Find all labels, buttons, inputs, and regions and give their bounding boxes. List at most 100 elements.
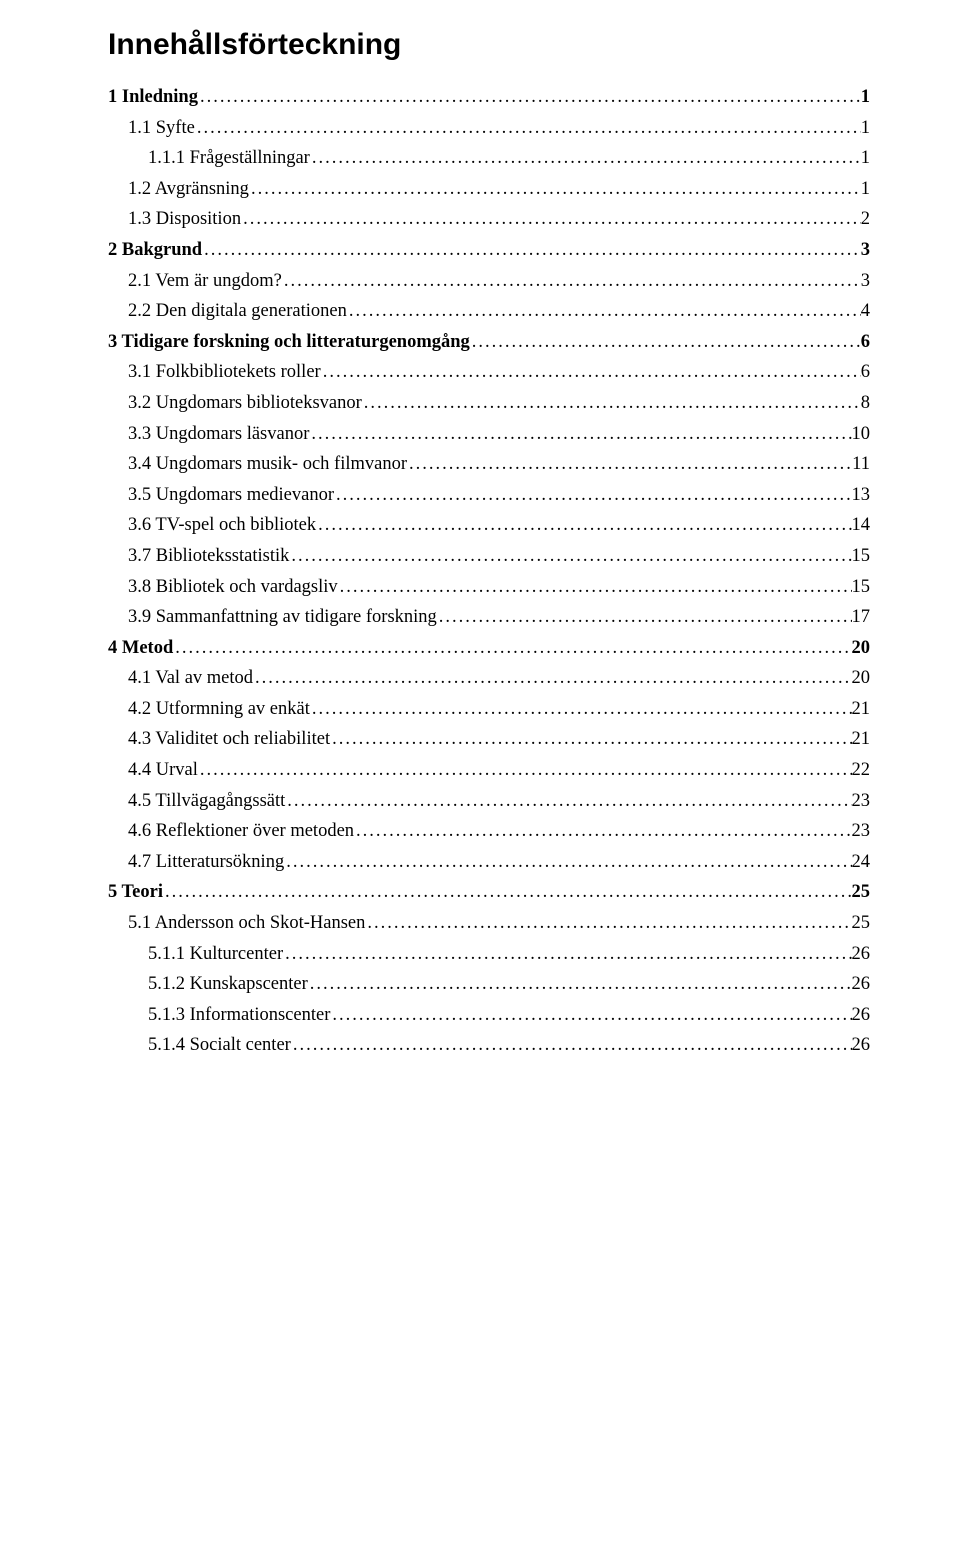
toc-entry-label: 1.3 Disposition — [108, 210, 241, 229]
toc-leader-dots — [198, 761, 852, 780]
toc-entry-label: 3.9 Sammanfattning av tidigare forskning — [108, 608, 437, 627]
toc-entry-page: 1 — [861, 119, 870, 138]
toc-leader-dots — [308, 975, 852, 994]
toc-leader-dots — [362, 394, 861, 413]
toc-entry: 4.7 Litteratursökning 24 — [108, 853, 870, 872]
toc-entry-label: 5.1 Andersson och Skot-Hansen — [108, 914, 365, 933]
toc-entry-page: 1 — [861, 88, 870, 107]
toc-entry-page: 6 — [861, 363, 870, 382]
toc-entry-page: 26 — [852, 1036, 871, 1055]
toc-entry-label: 4.7 Litteratursökning — [108, 853, 284, 872]
toc-leader-dots — [195, 119, 861, 138]
toc-entry: 3.6 TV-spel och bibliotek 14 — [108, 516, 870, 535]
toc-entry-page: 17 — [852, 608, 871, 627]
toc-leader-dots — [284, 853, 851, 872]
toc-entry: 3.2 Ungdomars biblioteksvanor8 — [108, 394, 870, 413]
toc-leader-dots — [316, 516, 851, 535]
toc-entry-label: 2 Bakgrund — [108, 241, 202, 260]
toc-entry-label: 3.1 Folkbibliotekets roller — [108, 363, 321, 382]
toc-entry: 3.4 Ungdomars musik- och filmvanor11 — [108, 455, 870, 474]
toc-entry-page: 3 — [861, 241, 870, 260]
toc-entry-page: 20 — [852, 639, 871, 658]
toc-entry: 1 Inledning1 — [108, 88, 870, 107]
toc-entry-page: 15 — [852, 578, 871, 597]
toc-entry: 5 Teori25 — [108, 883, 870, 902]
toc-entry-label: 3.4 Ungdomars musik- och filmvanor — [108, 455, 407, 474]
toc-leader-dots — [338, 578, 852, 597]
toc-entry-page: 15 — [852, 547, 871, 566]
toc-entry-page: 3 — [861, 272, 870, 291]
toc-entry-page: 6 — [861, 333, 870, 352]
toc-entry-page: 25 — [852, 914, 871, 933]
toc-entry: 5.1.4 Socialt center 26 — [108, 1036, 870, 1055]
toc-entry-page: 2 — [861, 210, 870, 229]
toc-leader-dots — [285, 792, 851, 811]
toc-entry-label: 1.1.1 Frågeställningar — [108, 149, 310, 168]
toc-leader-dots — [163, 883, 852, 902]
toc-leader-dots — [282, 272, 861, 291]
toc-entry: 2.1 Vem är ungdom? 3 — [108, 272, 870, 291]
toc-entry-page: 26 — [852, 945, 871, 964]
toc-entry: 3.8 Bibliotek och vardagsliv 15 — [108, 578, 870, 597]
toc-entry-page: 23 — [852, 792, 871, 811]
toc-entry-page: 1 — [861, 149, 870, 168]
toc-entry: 3.7 Biblioteksstatistik 15 — [108, 547, 870, 566]
toc-entry-label: 4.5 Tillvägagångssätt — [108, 792, 285, 811]
toc-leader-dots — [309, 425, 851, 444]
toc-entry-label: 5.1.4 Socialt center — [108, 1036, 291, 1055]
toc-entry: 2.2 Den digitala generationen 4 — [108, 302, 870, 321]
toc-entry-label: 3.8 Bibliotek och vardagsliv — [108, 578, 338, 597]
toc-entry-page: 14 — [852, 516, 871, 535]
toc-leader-dots — [291, 1036, 852, 1055]
toc-leader-dots — [334, 486, 851, 505]
toc-leader-dots — [310, 700, 852, 719]
toc-leader-dots — [241, 210, 861, 229]
toc-leader-dots — [310, 149, 861, 168]
toc-entry: 1.2 Avgränsning1 — [108, 180, 870, 199]
toc-entry: 5.1.2 Kunskapscenter26 — [108, 975, 870, 994]
toc-entry-page: 20 — [852, 669, 871, 688]
toc-entry: 4.4 Urval22 — [108, 761, 870, 780]
toc-entry: 4.1 Val av metod 20 — [108, 669, 870, 688]
toc-entry-page: 13 — [852, 486, 871, 505]
toc-entry-label: 2.1 Vem är ungdom? — [108, 272, 282, 291]
toc-leader-dots — [321, 363, 861, 382]
toc-entry-label: 3.6 TV-spel och bibliotek — [108, 516, 316, 535]
toc-entry-label: 3.5 Ungdomars medievanor — [108, 486, 334, 505]
toc-entry-label: 4.1 Val av metod — [108, 669, 253, 688]
toc-entry-page: 23 — [852, 822, 871, 841]
toc-leader-dots — [365, 914, 851, 933]
toc-leader-dots — [173, 639, 851, 658]
toc-entry: 4.5 Tillvägagångssätt 23 — [108, 792, 870, 811]
toc-entry-label: 4.2 Utformning av enkät — [108, 700, 310, 719]
toc-entry-page: 1 — [861, 180, 870, 199]
toc-entry: 3.5 Ungdomars medievanor 13 — [108, 486, 870, 505]
toc-entry-label: 3.7 Biblioteksstatistik — [108, 547, 289, 566]
table-of-contents: 1 Inledning1 1.1 Syfte 1 1.1.1 Frågeställni… — [108, 88, 870, 1055]
toc-entry-label: 2.2 Den digitala generationen — [108, 302, 347, 321]
toc-leader-dots — [283, 945, 851, 964]
toc-entry-page: 26 — [852, 1006, 871, 1025]
toc-entry-label: 4.3 Validitet och reliabilitet — [108, 730, 330, 749]
toc-entry: 4.3 Validitet och reliabilitet 21 — [108, 730, 870, 749]
toc-leader-dots — [330, 1006, 851, 1025]
toc-entry: 5.1 Andersson och Skot-Hansen 25 — [108, 914, 870, 933]
toc-entry-page: 24 — [852, 853, 871, 872]
toc-entry-label: 1.1 Syfte — [108, 119, 195, 138]
toc-entry: 3.9 Sammanfattning av tidigare forskning… — [108, 608, 870, 627]
toc-entry-page: 4 — [861, 302, 870, 321]
toc-entry: 4 Metod 20 — [108, 639, 870, 658]
page-title: Innehållsförteckning — [108, 28, 870, 62]
toc-entry-label: 5 Teori — [108, 883, 163, 902]
toc-entry: 1.3 Disposition 2 — [108, 210, 870, 229]
toc-entry-page: 21 — [852, 700, 871, 719]
toc-entry-page: 10 — [852, 425, 871, 444]
toc-entry-label: 4 Metod — [108, 639, 173, 658]
toc-leader-dots — [253, 669, 851, 688]
toc-entry-label: 5.1.3 Informationscenter — [108, 1006, 330, 1025]
toc-entry-label: 4.6 Reflektioner över metoden — [108, 822, 354, 841]
toc-leader-dots — [354, 822, 851, 841]
toc-entry-page: 26 — [852, 975, 871, 994]
toc-entry-label: 5.1.1 Kulturcenter — [108, 945, 283, 964]
toc-entry-page: 21 — [852, 730, 871, 749]
